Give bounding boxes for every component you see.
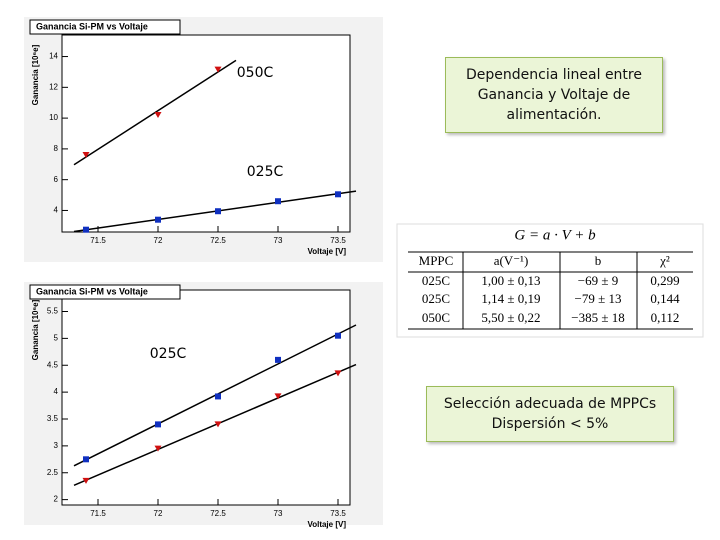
table-frame	[396, 223, 704, 338]
data-point	[214, 66, 222, 73]
data-point	[82, 477, 90, 484]
y-tick-label: 2.5	[47, 468, 59, 477]
y-axis-label: Ganancia [10⁶e]	[31, 299, 40, 360]
conclusion-line: Dispersión < 5%	[491, 416, 609, 432]
data-point	[83, 456, 89, 463]
annotation: 025C	[150, 346, 187, 362]
x-tick-label: 72	[154, 509, 163, 518]
data-point	[82, 152, 90, 159]
description-box: Dependencia lineal entre Ganancia y Volt…	[445, 57, 663, 133]
annotation: 050C	[237, 65, 274, 81]
x-tick-label: 71.5	[90, 509, 106, 518]
table-cell: 0,144	[650, 291, 680, 306]
table-header: MPPC	[419, 253, 454, 268]
data-point	[334, 370, 342, 377]
data-point	[155, 421, 161, 428]
chart-title: Ganancia Si-PM vs Voltaje	[36, 286, 148, 296]
table-cell: −69 ± 9	[578, 273, 618, 288]
description: Dependencia lineal entre Ganancia y Volt…	[466, 67, 642, 123]
y-tick-label: 5.5	[47, 307, 59, 316]
table-cell: 0,299	[650, 273, 679, 288]
x-tick-label: 72	[154, 236, 163, 245]
data-point	[335, 332, 341, 339]
y-tick-label: 5	[54, 333, 59, 342]
table-cell: 025C	[422, 273, 450, 288]
conclusion-line: Selección adecuada de MPPCs	[443, 396, 657, 412]
data-point	[335, 191, 341, 198]
x-tick-label: 72.5	[210, 236, 226, 245]
x-axis-label: Voltaje [V]	[307, 247, 346, 256]
table-cell: 0,112	[651, 310, 680, 325]
x-tick-label: 73.5	[330, 236, 346, 245]
conclusion-box: Selección adecuada de MPPCs Dispersión <…	[426, 386, 674, 442]
data-point	[154, 445, 162, 452]
title-box	[29, 284, 181, 300]
x-tick-label: 71.5	[90, 236, 106, 245]
x-tick-label: 73	[274, 509, 283, 518]
annotation: 025C	[247, 164, 284, 180]
table-formula: G = a · V + b	[514, 227, 596, 243]
x-tick-label: 73	[274, 236, 283, 245]
chart-title: Ganancia Si-PM vs Voltaje	[36, 21, 148, 31]
y-tick-label: 2	[54, 495, 59, 504]
data-point	[83, 226, 89, 233]
data-point	[274, 393, 282, 400]
table-header: χ²	[659, 253, 670, 268]
y-tick-label: 6	[54, 175, 59, 184]
y-tick-label: 12	[49, 82, 58, 91]
plot-area	[61, 34, 351, 233]
data-point	[275, 356, 281, 363]
y-tick-label: 4	[54, 206, 59, 215]
y-tick-label: 3	[54, 441, 59, 450]
table-header: b	[595, 253, 602, 268]
table-cell: 1,00 ± 0,13	[481, 273, 540, 288]
fit-line	[73, 363, 357, 487]
data-point	[214, 421, 222, 428]
table-cell: 025C	[422, 291, 450, 306]
x-axis-label: Voltaje [V]	[307, 520, 346, 529]
x-tick-label: 72.5	[210, 509, 226, 518]
y-tick-label: 4	[54, 387, 59, 396]
y-tick-label: 10	[49, 113, 58, 122]
y-tick-label: 8	[54, 144, 59, 153]
table-header: a(V⁻¹)	[494, 253, 529, 268]
data-point	[275, 198, 281, 205]
table-cell: −385 ± 18	[571, 310, 624, 325]
y-tick-label: 3.5	[47, 414, 59, 423]
table-cell: 5,50 ± 0,22	[481, 310, 540, 325]
table-cell: 1,14 ± 0,19	[481, 291, 540, 306]
x-tick-label: 73.5	[330, 509, 346, 518]
data-point	[154, 112, 162, 119]
y-tick-label: 14	[49, 52, 58, 61]
data-point	[215, 208, 221, 215]
table-cell: −79 ± 13	[575, 291, 622, 306]
y-axis-label: Ganancia [10⁶e]	[31, 44, 40, 105]
data-point	[215, 393, 221, 400]
title-box	[29, 19, 181, 35]
y-tick-label: 4.5	[47, 360, 59, 369]
table-cell: 050C	[422, 310, 450, 325]
data-point	[155, 216, 161, 223]
